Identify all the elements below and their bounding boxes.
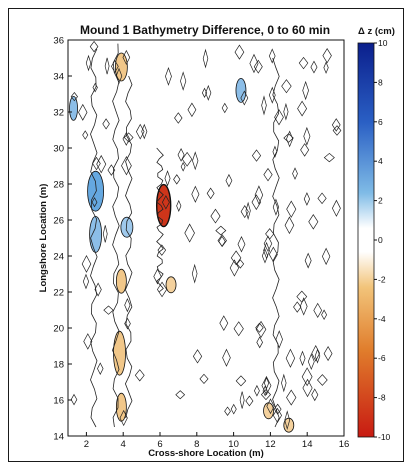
y-tick-label: 26 xyxy=(53,216,64,227)
y-axis-label: Longshore Location (m) xyxy=(38,184,49,293)
colorbar-tick-label: 8 xyxy=(378,77,383,87)
colorbar-tick-label: 4 xyxy=(378,156,383,166)
y-tick-label: 32 xyxy=(53,108,64,119)
deposition-patch xyxy=(114,331,126,375)
x-tick-label: 14 xyxy=(302,439,313,450)
colorbar-ticks: 10 8 6 4 2 0 -2 -4 -6 -8 -10 xyxy=(374,38,391,442)
colorbar-tick-label: 2 xyxy=(378,196,383,206)
colorbar-tick-label: -10 xyxy=(378,432,391,442)
deposition-patch xyxy=(116,269,126,293)
erosion-patch xyxy=(90,216,102,252)
colorbar-tick-label: 6 xyxy=(378,117,383,127)
x-tick-label: 16 xyxy=(339,439,350,450)
x-tick-label: 2 xyxy=(84,439,89,450)
chart-title: Mound 1 Bathymetry Difference, 0 to 60 m… xyxy=(80,23,330,37)
colorbar-tick-label: -4 xyxy=(378,314,386,324)
y-tick-label: 30 xyxy=(53,144,64,155)
y-tick-label: 14 xyxy=(53,432,64,443)
y-tick-label: 22 xyxy=(53,288,64,299)
colorbar-tick-label: 10 xyxy=(378,38,388,48)
y-tick-label: 18 xyxy=(53,360,64,371)
y-tick-label: 16 xyxy=(53,396,64,407)
deposition-patch xyxy=(166,277,176,293)
x-axis-label: Cross-shore Location (m) xyxy=(148,448,264,459)
x-tick-label: 4 xyxy=(121,439,126,450)
colorbar-tick-label: -6 xyxy=(378,353,386,363)
colorbar-tick-label: -8 xyxy=(378,393,386,403)
deposition-patch xyxy=(284,418,294,432)
y-tick-label: 28 xyxy=(53,180,64,191)
y-tick-label: 34 xyxy=(53,72,64,83)
y-tick-label: 24 xyxy=(53,252,64,263)
colorbar-tick-label: 0 xyxy=(378,235,383,245)
colorbar xyxy=(358,43,374,437)
y-tick-label: 36 xyxy=(53,36,64,47)
colorbar-tick-label: -2 xyxy=(378,274,386,284)
erosion-patch xyxy=(121,217,133,237)
colorbar-label: Δ z (cm) xyxy=(358,26,395,37)
x-tick-label: 12 xyxy=(265,439,276,450)
y-tick-label: 20 xyxy=(53,324,64,335)
